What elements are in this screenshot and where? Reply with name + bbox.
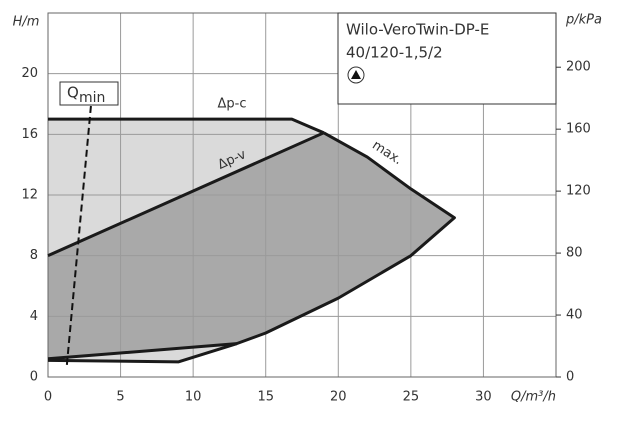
y2-tick-label: 200	[566, 60, 591, 75]
y2-tick-label: 120	[566, 184, 591, 199]
x-tick-label: 0	[44, 390, 52, 405]
plot	[47, 12, 557, 378]
x-tick-label: 15	[257, 390, 274, 405]
area	[48, 119, 324, 256]
y2-axis-label: p/kPa	[565, 13, 602, 28]
y-tick-label: 16	[21, 127, 38, 142]
y2-tick-label: 160	[566, 122, 591, 137]
y-tick-label: 4	[30, 309, 38, 324]
info-box	[337, 12, 557, 105]
x-tick-label: 30	[475, 390, 492, 405]
curve	[48, 117, 325, 135]
pump-icon-triangle	[351, 70, 361, 79]
y-tick-label: 12	[21, 188, 38, 203]
x-axis-label: Q/m³/h	[511, 390, 556, 405]
y2-tick-label: 0	[566, 370, 574, 385]
qmin-label-sub: min	[79, 90, 105, 106]
x-tick-label: 10	[185, 390, 202, 405]
chart-title: Wilo-VeroTwin-DP-E	[346, 21, 489, 39]
x-tick-label: 5	[116, 390, 124, 405]
qmin-box	[59, 81, 119, 106]
y-axis-label: H/m	[13, 15, 40, 30]
y2-tick-label: 40	[566, 308, 583, 323]
qmin-line	[65, 99, 93, 365]
x-tick-label: 20	[330, 390, 347, 405]
y2-tick-label: 80	[566, 246, 583, 261]
area	[48, 132, 455, 359]
plot-frame	[47, 12, 557, 378]
y-tick-label: 8	[30, 248, 38, 263]
curve	[47, 131, 456, 364]
x-tick-label: 25	[403, 390, 420, 405]
qmin-label: Q	[67, 84, 79, 102]
curve-label: Δp-c	[218, 97, 247, 112]
chart-subtitle: 40/120-1,5/2	[346, 44, 443, 62]
y-tick-label: 0	[30, 370, 38, 385]
curve	[47, 131, 325, 361]
y-tick-label: 20	[21, 66, 38, 81]
